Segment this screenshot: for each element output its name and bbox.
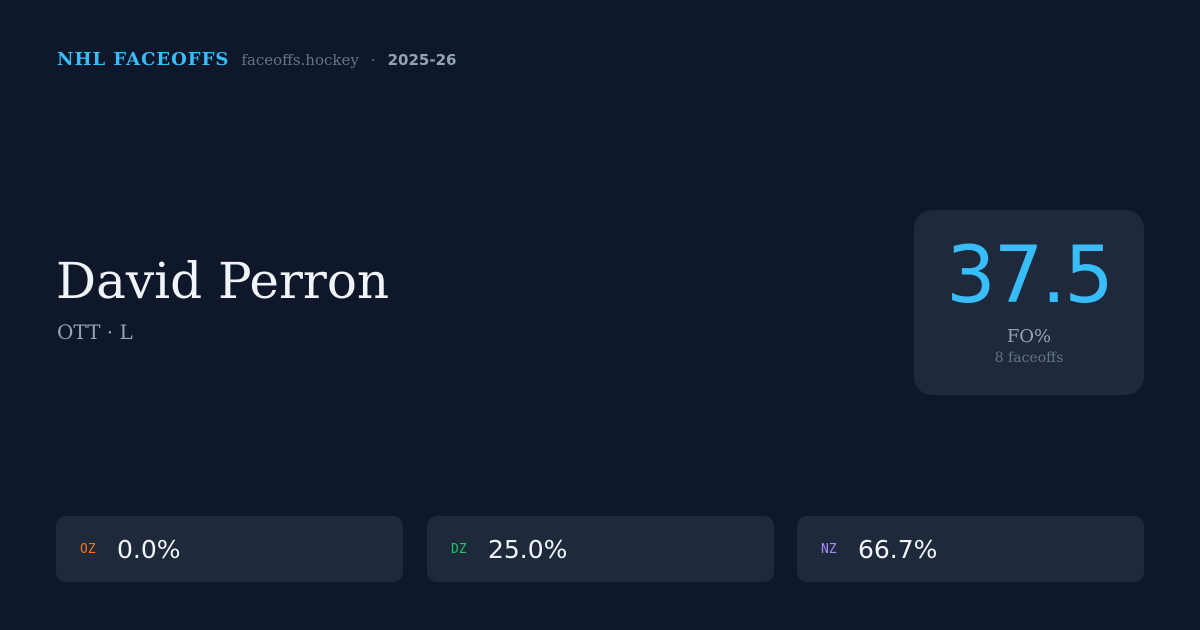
separator: · <box>370 51 376 69</box>
zone-card-dz: DZ 25.0% <box>427 516 774 582</box>
zone-label: NZ <box>821 541 837 557</box>
fo-percentage: 37.5 <box>946 231 1114 321</box>
zone-card-oz: OZ 0.0% <box>56 516 403 582</box>
fo-count: 8 faceoffs <box>994 350 1064 366</box>
brand-logo: NHL FACEOFFS <box>57 49 230 70</box>
fo-label: FO% <box>1006 326 1052 347</box>
player-meta: OTT · L <box>57 320 133 344</box>
fo-card: 37.5 FO% 8 faceoffs <box>914 210 1144 395</box>
site-name: faceoffs.hockey <box>241 51 359 69</box>
zone-label: OZ <box>80 541 96 557</box>
player-name: David Perron <box>56 252 390 310</box>
zone-value: 25.0% <box>488 534 568 564</box>
season: 2025-26 <box>387 51 457 69</box>
header: NHL FACEOFFS faceoffs.hockey · 2025-26 <box>57 49 456 70</box>
zone-card-nz: NZ 66.7% <box>797 516 1144 582</box>
zone-value: 66.7% <box>858 534 938 564</box>
zone-label: DZ <box>451 541 467 557</box>
zone-value: 0.0% <box>117 534 181 564</box>
